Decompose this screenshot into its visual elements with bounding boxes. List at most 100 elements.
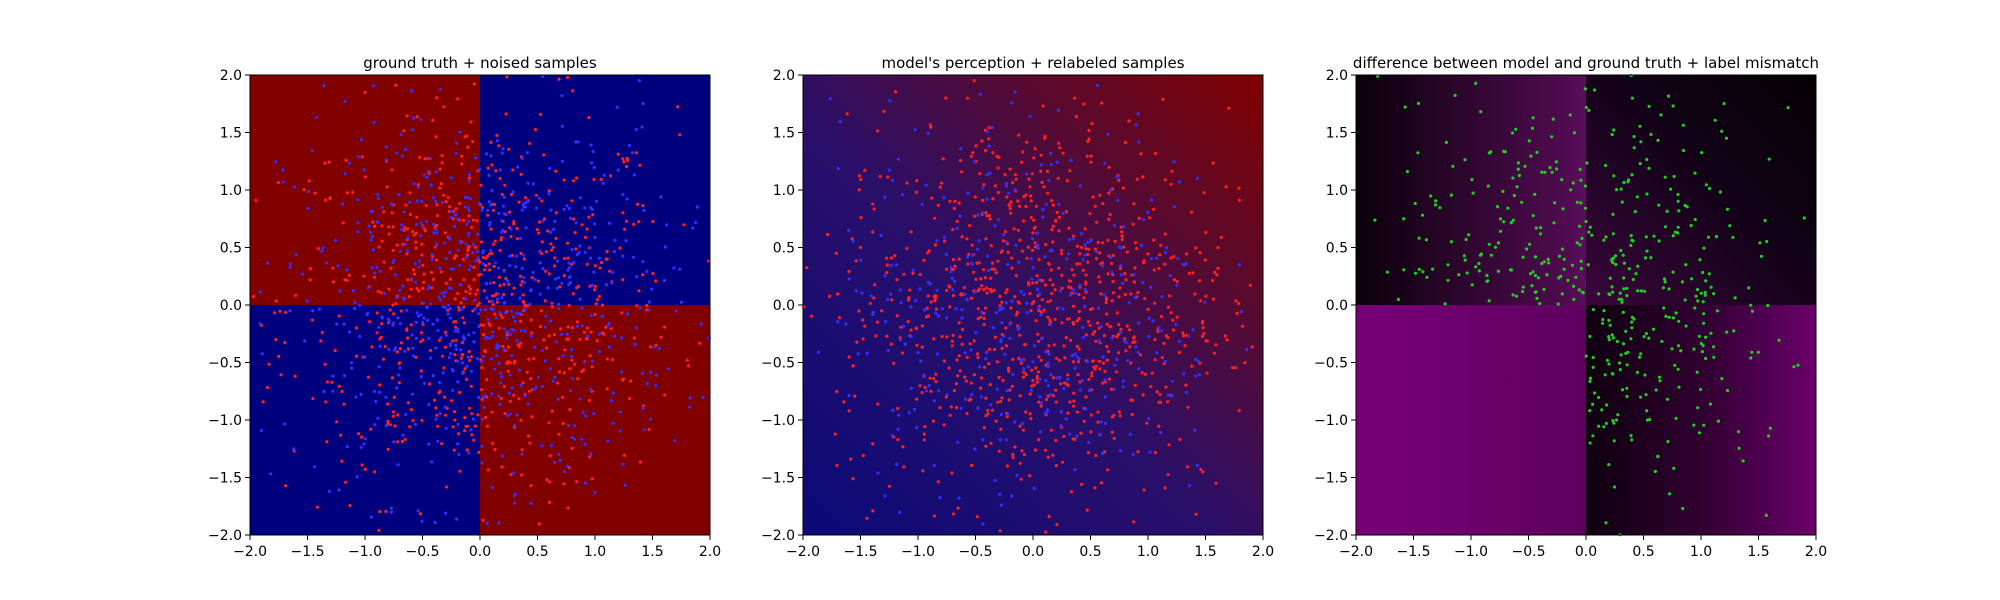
scatter-point (553, 375, 557, 379)
scatter-point (909, 335, 914, 339)
scatter-point (1237, 186, 1241, 190)
scatter-point (469, 355, 473, 359)
scatter-point (322, 84, 326, 88)
scatter-point (1709, 285, 1713, 289)
y-tick-label: 0.5 (220, 241, 242, 257)
scatter-point (317, 307, 322, 311)
scatter-point (480, 388, 484, 392)
scatter-point (889, 256, 894, 260)
scatter-point (515, 237, 520, 241)
scatter-point (1101, 202, 1105, 206)
scatter-point (428, 348, 433, 353)
scatter-point (1385, 270, 1389, 274)
scatter-point (570, 326, 575, 330)
scatter-point (528, 441, 532, 445)
scatter-point (386, 402, 390, 406)
scatter-point (984, 306, 988, 310)
scatter-point (970, 261, 974, 265)
scatter-point (959, 159, 963, 163)
scatter-point (1656, 138, 1660, 142)
scatter-point (1636, 289, 1640, 293)
scatter-point (311, 309, 315, 313)
scatter-point (949, 265, 953, 269)
scatter-point (883, 494, 887, 498)
scatter-point (896, 427, 900, 431)
scatter-point (441, 354, 445, 358)
scatter-point (1636, 264, 1640, 268)
scatter-point (1091, 195, 1095, 199)
scatter-point (895, 314, 899, 318)
scatter-point (472, 82, 476, 86)
scatter-point (837, 316, 842, 320)
scatter-point (1095, 249, 1099, 254)
scatter-point (391, 225, 395, 229)
scatter-point (420, 253, 424, 257)
scatter-point (467, 176, 471, 180)
scatter-point (526, 200, 530, 204)
scatter-point (547, 192, 551, 196)
scatter-point (495, 343, 499, 347)
scatter-point (1047, 514, 1051, 519)
scatter-point (588, 246, 592, 250)
scatter-point (611, 421, 615, 425)
scatter-point (511, 393, 516, 397)
scatter-point (1039, 404, 1043, 408)
scatter-point (1149, 257, 1154, 261)
scatter-point (945, 316, 949, 320)
scatter-point (527, 357, 531, 361)
scatter-point (835, 390, 839, 394)
scatter-point (1123, 292, 1127, 297)
scatter-point (380, 315, 384, 319)
scatter-point (1666, 94, 1671, 98)
scatter-point (404, 412, 408, 417)
scatter-point (310, 318, 314, 322)
scatter-point (566, 256, 570, 260)
scatter-point (1709, 331, 1713, 335)
scatter-point (1043, 255, 1047, 259)
scatter-point (556, 302, 561, 306)
scatter-point (996, 400, 1000, 404)
scatter-point (480, 461, 484, 465)
scatter-point (887, 484, 892, 488)
scatter-point (391, 312, 396, 316)
scatter-point (427, 336, 431, 340)
scatter-point (1656, 454, 1660, 458)
scatter-point (514, 265, 518, 269)
scatter-point (471, 140, 475, 144)
scatter-point (1093, 204, 1097, 208)
scatter-point (434, 406, 438, 410)
scatter-point (1103, 369, 1107, 374)
scatter-point (1676, 199, 1680, 203)
scatter-point (1040, 298, 1044, 302)
scatter-point (471, 417, 475, 421)
scatter-point (1158, 400, 1162, 404)
scatter-point (1583, 206, 1588, 210)
scatter-point (924, 389, 929, 393)
scatter-point (1036, 246, 1040, 250)
scatter-point (525, 151, 529, 155)
scatter-point (553, 256, 557, 260)
scatter-point (1143, 372, 1148, 376)
scatter-point (460, 154, 464, 158)
scatter-point (1195, 464, 1199, 468)
scatter-point (1584, 219, 1588, 224)
scatter-point (621, 278, 625, 282)
scatter-point (1172, 205, 1176, 209)
scatter-point (493, 447, 497, 452)
y-tick-label: −1.0 (761, 413, 795, 429)
scatter-point (1121, 225, 1126, 229)
scatter-point (572, 179, 576, 183)
scatter-point (601, 314, 605, 318)
scatter-point (1535, 150, 1539, 154)
scatter-point (944, 96, 948, 100)
scatter-point (618, 429, 622, 433)
scatter-point (463, 205, 467, 209)
scatter-point (969, 154, 973, 158)
scatter-point (1136, 350, 1140, 354)
scatter-point (1638, 124, 1642, 128)
scatter-point (379, 291, 383, 295)
scatter-point (930, 196, 934, 200)
scatter-point (1457, 273, 1461, 277)
scatter-point (556, 259, 560, 263)
scatter-point (395, 151, 399, 155)
